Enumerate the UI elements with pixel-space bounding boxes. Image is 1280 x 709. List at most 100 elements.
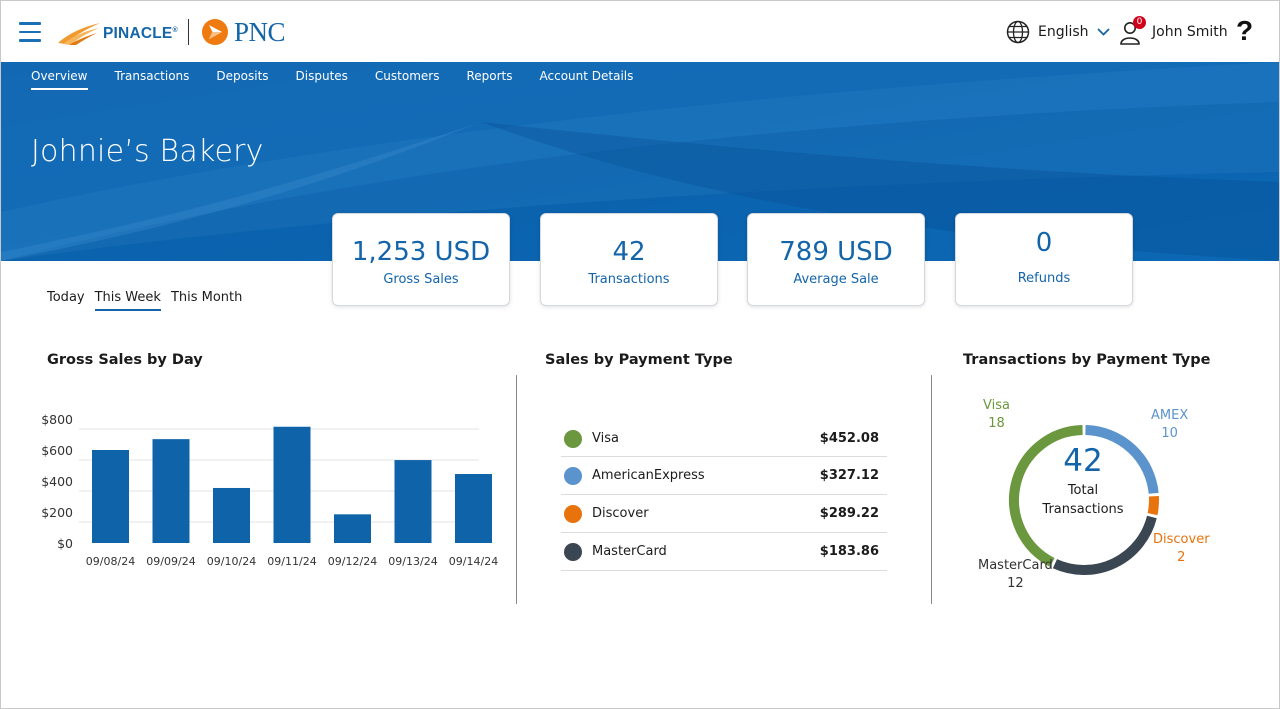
gross-sales-title: Gross Sales by Day — [47, 352, 203, 368]
sales-by-payment-title: Sales by Payment Type — [545, 352, 733, 368]
nav-tab-customers[interactable]: Customers — [374, 69, 440, 83]
kpi-label: Refunds — [1017, 271, 1071, 286]
donut-slice-mastercard[interactable] — [1052, 515, 1157, 575]
donut-label-mastercard: MasterCard 12 — [978, 557, 1053, 593]
donut-total-label-2: Transactions — [1042, 502, 1124, 517]
section-divider — [516, 375, 517, 604]
donut-total-label: Total — [1067, 483, 1099, 498]
kpi-value: 42 — [612, 237, 646, 267]
nav-tab-deposits[interactable]: Deposits — [216, 69, 269, 83]
x-tick-label: 09/12/24 — [328, 555, 377, 568]
nav-tab-transactions[interactable]: Transactions — [114, 69, 190, 83]
period-filter: Today This Week This Month — [47, 290, 252, 311]
donut-slice-visa[interactable] — [1009, 425, 1083, 567]
period-this-month[interactable]: This Month — [170, 290, 243, 305]
payment-name: MasterCard — [592, 544, 667, 559]
transactions-by-payment-title: Transactions by Payment Type — [963, 352, 1211, 368]
section-divider — [931, 375, 932, 604]
y-tick-label: $0 — [57, 536, 73, 551]
donut-label-count: 12 — [1007, 576, 1024, 591]
donut-label-count: 18 — [988, 416, 1005, 431]
donut-center: 42 Total Transactions — [1033, 441, 1133, 519]
kpi-label: Gross Sales — [383, 272, 459, 287]
language-label: English — [1038, 24, 1089, 40]
kpi-card-transactions[interactable]: 42 Transactions — [540, 213, 718, 306]
pnc-logo[interactable]: PNC — [201, 16, 286, 47]
logo-divider — [188, 19, 189, 45]
discover-color-dot — [564, 504, 582, 523]
y-tick-label: $600 — [41, 443, 73, 458]
nav-tab-overview[interactable]: Overview — [31, 62, 88, 90]
bar[interactable] — [92, 450, 129, 543]
pinacle-logo[interactable]: PINACLE® — [57, 17, 178, 47]
gross-sales-bar-chart: $0 $200 $400 $600 $800 09/08/24 09/09/24 09/10… — [41, 412, 498, 568]
payment-name: Discover — [592, 506, 649, 521]
x-tick-label: 09/14/24 — [449, 555, 498, 568]
top-bar: PINACLE® PNC English 0 John S — [1, 1, 1279, 62]
period-today[interactable]: Today — [47, 290, 85, 305]
donut-label-name: AMEX — [1151, 408, 1189, 423]
kpi-label: Transactions — [588, 272, 670, 287]
user-menu[interactable]: 0 John Smith — [1119, 16, 1228, 46]
kpi-value: 0 — [1035, 228, 1053, 258]
bar[interactable] — [213, 487, 250, 543]
nav-tab-reports[interactable]: Reports — [466, 69, 513, 83]
payment-amount: $289.22 — [819, 506, 879, 521]
avatar: 0 — [1119, 16, 1146, 46]
y-tick-label: $400 — [41, 474, 73, 489]
donut-slice-discover[interactable] — [1147, 495, 1159, 516]
user-name: John Smith — [1152, 24, 1228, 40]
bar[interactable] — [455, 474, 492, 543]
language-selector[interactable]: English — [1006, 20, 1110, 44]
payment-name: AmericanExpress — [592, 468, 705, 483]
donut-label-amex: AMEX 10 — [1151, 407, 1188, 443]
bar[interactable] — [394, 460, 432, 543]
pnc-wordmark: PNC — [234, 16, 286, 47]
x-tick-label: 09/10/24 — [207, 555, 256, 568]
donut-label-name: Visa — [983, 398, 1010, 413]
donut-label-count: 10 — [1161, 426, 1178, 441]
transactions-donut-chart — [1009, 425, 1159, 575]
donut-label-name: MasterCard — [978, 558, 1053, 573]
main-nav: Overview Transactions Deposits Disputes … — [31, 62, 660, 90]
list-item: AmericanExpress $327.12 — [561, 457, 887, 495]
list-item: MasterCard $183.86 — [561, 533, 887, 571]
bar[interactable] — [152, 439, 190, 543]
kpi-card-gross-sales[interactable]: 1,253 USD Gross Sales — [332, 213, 510, 306]
x-tick-label: 09/08/24 — [86, 555, 135, 568]
merchant-name: Johnie’s Bakery — [31, 134, 264, 169]
pnc-emblem-icon — [202, 19, 228, 45]
payment-amount: $452.08 — [819, 431, 879, 446]
bar[interactable] — [273, 426, 311, 543]
donut-label-discover: Discover 2 — [1153, 531, 1210, 567]
help-icon[interactable]: ? — [1236, 15, 1254, 46]
x-tick-label: 09/13/24 — [388, 555, 437, 568]
payment-amount: $183.86 — [819, 544, 879, 559]
globe-icon — [1006, 20, 1030, 44]
kpi-value: 789 USD — [779, 237, 893, 267]
chevron-down-icon — [1096, 28, 1110, 36]
kpi-card-refunds[interactable]: 0 Refunds — [955, 213, 1133, 306]
nav-tab-disputes[interactable]: Disputes — [295, 69, 348, 83]
amex-color-dot — [564, 466, 582, 485]
donut-label-visa: Visa 18 — [983, 397, 1010, 433]
kpi-label: Average Sale — [793, 272, 879, 287]
notification-badge: 0 — [1133, 16, 1146, 29]
donut-slice-amex[interactable] — [1085, 425, 1159, 494]
period-this-week[interactable]: This Week — [94, 290, 161, 311]
payment-type-list: Visa $452.08 AmericanExpress $327.12 Dis… — [561, 421, 887, 571]
nav-tab-account-details[interactable]: Account Details — [539, 69, 634, 83]
donut-total: 42 — [1063, 443, 1103, 479]
kpi-value: 1,253 USD — [351, 237, 491, 267]
payment-amount: $327.12 — [819, 468, 879, 483]
x-tick-label: 09/09/24 — [146, 555, 195, 568]
pinacle-swoosh-icon — [58, 23, 100, 45]
hamburger-menu-icon[interactable] — [19, 22, 41, 42]
list-item: Visa $452.08 — [561, 421, 887, 457]
donut-label-count: 2 — [1177, 550, 1186, 565]
pinacle-wordmark: PINACLE® — [103, 25, 178, 42]
kpi-card-average-sale[interactable]: 789 USD Average Sale — [747, 213, 925, 306]
list-item: Discover $289.22 — [561, 495, 887, 533]
y-tick-label: $800 — [41, 412, 73, 427]
bar[interactable] — [334, 514, 371, 543]
